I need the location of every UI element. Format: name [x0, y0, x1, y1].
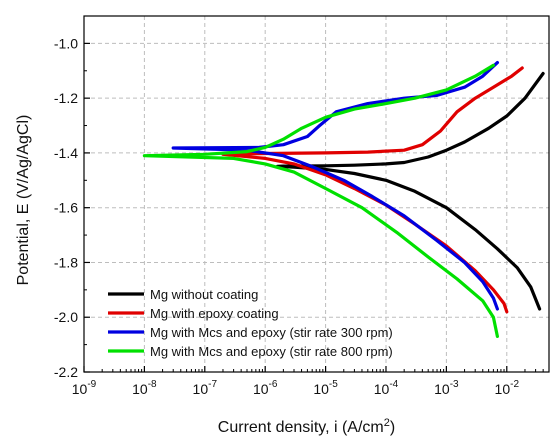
x-tick-label: 10-7	[193, 379, 218, 397]
grid	[83, 16, 549, 373]
series-line-4	[142, 63, 499, 338]
x-axis-title: Current density, i (A/cm2)	[218, 417, 395, 436]
axis-ticks: -1.0 -1.2 -1.4 -1.6 -1.8 -2.0 -2.210-9 10-8 10-7…	[54, 15, 550, 397]
legend: Mg without coating Mg with epoxy coating M…	[108, 287, 393, 359]
y-tick-label: -1.0	[54, 35, 78, 51]
y-axis-title: Potential, E (V/Ag/AgCl)	[15, 115, 32, 286]
series-line-1	[275, 71, 545, 311]
x-tick-label: 10-9	[72, 379, 97, 397]
legend-label: Mg without coating	[150, 287, 258, 302]
y-tick-label: -1.8	[54, 254, 78, 270]
x-tick-label: 10-4	[374, 379, 399, 397]
x-tick-label: 10-5	[313, 379, 338, 397]
y-tick-label: -1.4	[54, 145, 78, 161]
x-axis-title-sup: 2	[384, 417, 390, 429]
x-axis-title-main: Current density, i (A/cm	[218, 419, 384, 436]
y-tick-label: -1.2	[54, 90, 78, 106]
y-tick-label: -2.2	[54, 364, 78, 380]
series-lines	[142, 61, 545, 338]
x-tick-label: 10-2	[495, 379, 520, 397]
y-tick-label: -2.0	[54, 309, 78, 325]
x-tick-label: 10-6	[253, 379, 278, 397]
x-axis-title-end: )	[390, 419, 395, 436]
x-tick-label: 10-8	[132, 379, 157, 397]
legend-label: Mg with epoxy coating	[150, 306, 279, 321]
x-tick-label: 10-3	[434, 379, 459, 397]
y-tick-label: -1.6	[54, 200, 78, 216]
legend-label: Mg with Mcs and epoxy (stir rate 800 rpm…	[150, 344, 393, 359]
legend-label: Mg with Mcs and epoxy (stir rate 300 rpm…	[150, 325, 393, 340]
